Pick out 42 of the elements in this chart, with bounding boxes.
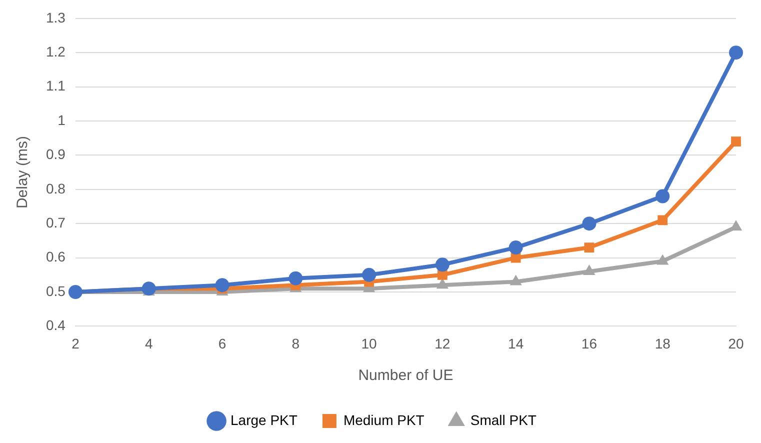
point [436,278,448,289]
y-tick-label: 1.3 [46,9,66,26]
point [362,268,376,282]
x-tick-label: 16 [581,335,598,352]
point [508,240,523,255]
x-tick-label: 12 [434,335,450,352]
point [729,46,743,60]
point [731,136,741,146]
y-axis-title: Delay (ms) [14,136,32,209]
point [582,216,596,231]
y-tick-label: 1.2 [46,43,66,60]
x-tick-label: 6 [218,335,226,352]
x-tick-label: 18 [654,335,671,352]
x-tick-label: 2 [72,335,80,352]
y-tick-label: 0.4 [46,317,66,334]
point [215,278,230,292]
point [584,242,594,252]
legend-label: Small PKT [470,412,537,428]
point [658,215,668,226]
y-tick-label: 0.7 [46,214,66,230]
y-tick-label: 1.1 [46,78,66,94]
point [437,270,448,280]
x-tick-label: 10 [361,335,378,352]
y-tick-label: 1 [58,112,66,128]
x-tick-label: 8 [292,335,300,352]
point [656,189,670,204]
point [583,264,596,275]
x-tick-label: 14 [508,335,524,352]
x-axis-title: Number of UE [358,367,454,384]
point [68,285,82,299]
y-tick-label: 0.5 [46,282,66,299]
y-tick-label: 0.6 [46,248,66,265]
point [288,271,303,286]
x-tick-label: 4 [144,335,153,352]
x-tick-label: 20 [728,335,744,352]
legend-label: Large PKT [230,412,298,428]
y-tick-label: 0.9 [46,146,66,162]
legend-label: Medium PKT [343,412,425,428]
point [510,274,522,286]
point [435,258,450,272]
point [656,254,669,265]
y-tick-label: 0.8 [46,180,66,196]
